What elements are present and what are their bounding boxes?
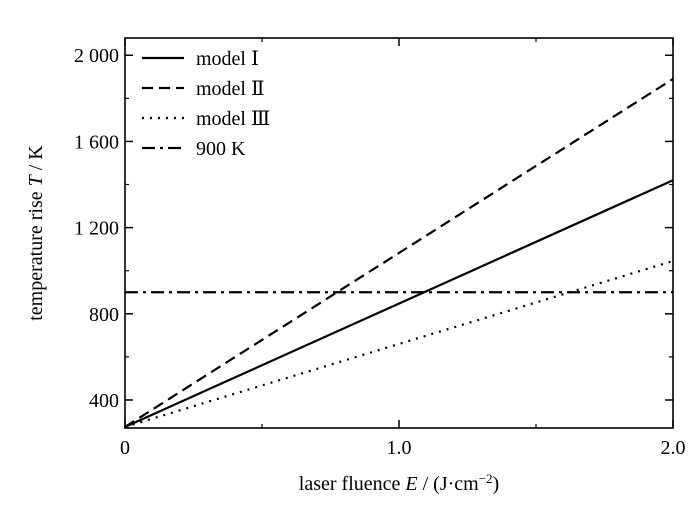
axes-layer: 0 1.0 2.0 400 800 1 200 1 600 2 000 [74, 37, 686, 459]
y-tick-label: 1 600 [74, 131, 119, 153]
legend-label-2: model Ⅱ [196, 78, 265, 100]
y-tick-label: 800 [89, 304, 119, 326]
series-line-2 [124, 78, 674, 428]
legend: model Ⅰ model Ⅱ model Ⅲ 900 K [142, 48, 270, 160]
y-tick-label: 1 200 [74, 218, 119, 240]
y-axis-label: temperature rise T / K [25, 145, 47, 321]
legend-label-1: model Ⅰ [196, 48, 259, 70]
series-line-1 [124, 179, 674, 428]
y-tick-label: 400 [89, 390, 119, 412]
x-tick-label: 1.0 [387, 437, 412, 459]
x-tick-label: 0 [120, 437, 130, 459]
legend-label-4: 900 K [196, 138, 246, 160]
series-layer [124, 78, 674, 428]
legend-label-3: model Ⅲ [196, 108, 270, 130]
x-tick-label: 2.0 [661, 437, 686, 459]
y-tick-label: 2 000 [74, 45, 119, 67]
series-line-3 [124, 259, 674, 428]
x-axis-label: laser fluence E / (J·cm−2) [299, 471, 499, 496]
